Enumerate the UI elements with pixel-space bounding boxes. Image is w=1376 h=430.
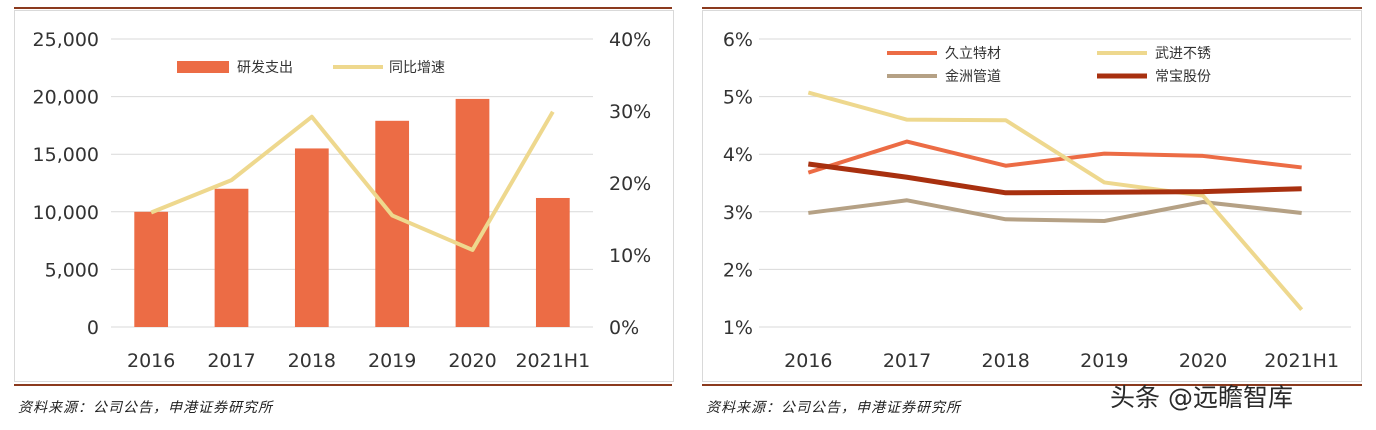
watermark: 头条 @远瞻智库 [1110, 383, 1293, 412]
legend-label: 同比增速 [389, 60, 445, 76]
top-rule-left [14, 7, 672, 9]
bar-rd-expense [535, 197, 570, 327]
x-tick-label: 2021H1 [515, 350, 590, 372]
legend-label: 金洲管道 [945, 69, 1001, 85]
y-tick-label: 4% [723, 144, 753, 166]
x-tick-label: 2020 [1179, 350, 1227, 372]
series-line-jinzhou [808, 198, 1302, 224]
bar-rd-expense [375, 120, 410, 328]
x-tick-label: 2016 [784, 350, 832, 372]
source-note-right: 资料来源：公司公告，申港证券研究所 [706, 400, 961, 416]
legend-label: 久立特材 [945, 46, 1001, 62]
x-tick-label: 2017 [883, 350, 931, 372]
growth-line [150, 110, 555, 252]
x-tick-label: 2021H1 [1264, 350, 1339, 372]
x-tick-label: 2019 [368, 350, 416, 372]
y-tick-label: 5% [723, 87, 753, 109]
legend-label: 常宝股份 [1155, 69, 1211, 85]
legend-label: 研发支出 [237, 60, 293, 76]
y-right-tick-label: 30% [609, 101, 651, 123]
x-tick-label: 2020 [448, 350, 496, 372]
rd-ratio-chart: 1% 2% 3% 4% 5% 6% 2016 2017 2018 2019 2020 2021H1 久立… [702, 10, 1362, 382]
y-right-tick-label: 40% [609, 29, 651, 51]
bar-rd-expense [455, 98, 490, 328]
y-left-tick-label: 10,000 [33, 202, 99, 224]
series-line-wujin [807, 90, 1304, 312]
bar-rd-expense [294, 148, 329, 327]
legend-label: 武进不锈 [1155, 46, 1211, 62]
x-tick-label: 2017 [207, 350, 255, 372]
x-tick-label: 2018 [981, 350, 1029, 372]
series-line-changbao [808, 161, 1302, 196]
x-tick-label: 2016 [127, 350, 175, 372]
rd-expense-chart-svg: 0 5,000 10,000 15,000 20,000 25,000 0% 10% 20% 30… [33, 29, 652, 372]
y-right-tick-label: 10% [609, 245, 651, 267]
y-tick-label: 1% [723, 317, 753, 339]
bar-rd-expense [134, 211, 169, 327]
rd-expense-chart: 0 5,000 10,000 15,000 20,000 25,000 0% 10% 20% 30… [14, 10, 674, 382]
y-left-tick-label: 0 [87, 317, 99, 339]
bar-rd-expense [214, 188, 249, 327]
rd-ratio-chart-svg: 1% 2% 3% 4% 5% 6% 2016 2017 2018 2019 2020 2021H1 久立… [723, 29, 1351, 372]
y-left-tick-label: 20,000 [33, 87, 99, 109]
y-right-tick-label: 0% [609, 317, 639, 339]
legend-swatch-bar [177, 61, 229, 73]
series-line-jiuli [807, 139, 1302, 175]
y-tick-label: 3% [723, 202, 753, 224]
y-left-tick-label: 25,000 [33, 29, 99, 51]
y-tick-label: 2% [723, 259, 753, 281]
top-rule-right [702, 7, 1362, 9]
source-note-left: 资料来源：公司公告，申港证券研究所 [18, 400, 273, 416]
y-left-tick-label: 15,000 [33, 144, 99, 166]
y-tick-label: 6% [723, 29, 753, 51]
y-right-tick-label: 20% [609, 173, 651, 195]
x-tick-label: 2019 [1080, 350, 1128, 372]
bottom-rule-right [702, 384, 1362, 386]
y-left-tick-label: 5,000 [45, 259, 99, 281]
bottom-rule-left [14, 384, 672, 386]
x-tick-label: 2018 [288, 350, 336, 372]
